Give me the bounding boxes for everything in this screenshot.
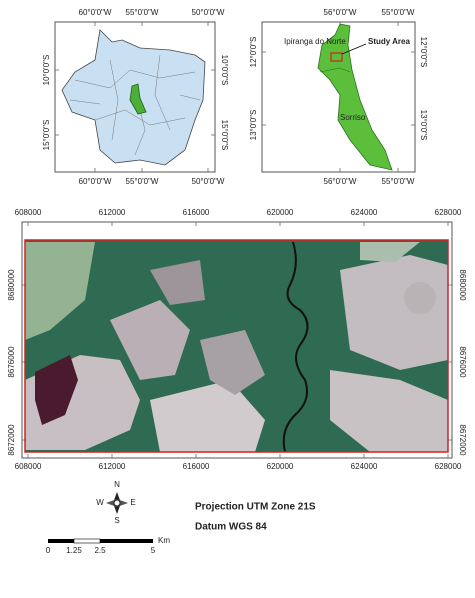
compass-label: W: [96, 498, 104, 507]
coordinate-label: 60°0'0"W: [79, 177, 112, 186]
compass-label: S: [114, 516, 119, 525]
coordinate-label: 8672000: [7, 424, 16, 456]
projection-label: Projection UTM Zone 21S: [195, 502, 316, 513]
coordinate-label: 10°0'0"S: [220, 55, 229, 86]
coordinate-label: 628000: [435, 208, 462, 217]
municipal-border: [319, 67, 351, 73]
leader-line: [341, 43, 367, 55]
coordinate-label: 624000: [351, 462, 378, 471]
scale-label: 5: [151, 546, 156, 555]
coordinate-label: 56°0'0"W: [324, 8, 357, 17]
coordinate-label: 12°0'0"S: [249, 37, 258, 68]
coordinate-label: 620000: [267, 462, 294, 471]
coordinate-label: 608000: [15, 208, 42, 217]
north-arrow: [106, 492, 128, 514]
region-highlight: [129, 83, 147, 115]
coordinate-label: 8672000: [458, 424, 467, 456]
dark-field: [35, 355, 78, 425]
datum-label: Datum WGS 84: [195, 522, 267, 533]
coordinate-label: 50°0'0"W: [192, 177, 225, 186]
coordinate-label: 624000: [351, 208, 378, 217]
scale-label: 0: [46, 546, 51, 555]
coordinate-label: 620000: [267, 208, 294, 217]
river: [282, 241, 309, 453]
coordinate-label: 8680000: [458, 269, 467, 301]
coordinate-label: 616000: [183, 208, 210, 217]
coordinate-label: 15°0'0"S: [220, 120, 229, 151]
coordinate-label: 8676000: [7, 346, 16, 378]
coordinate-label: 612000: [99, 208, 126, 217]
coordinate-label: 8680000: [7, 269, 16, 301]
scale-unit: Km: [158, 536, 170, 545]
coordinate-label: 55°0'0"W: [382, 8, 415, 17]
compass-label: N: [114, 480, 120, 489]
coordinate-label: 616000: [183, 462, 210, 471]
coordinate-label: 55°0'0"W: [126, 177, 159, 186]
coordinate-label: 612000: [99, 462, 126, 471]
scale-label: 1.25: [66, 546, 82, 555]
coordinate-label: 56°0'0"W: [324, 177, 357, 186]
coordinate-label: 13°0'0"S: [419, 110, 428, 141]
coordinate-label: 12°0'0"S: [419, 37, 428, 68]
coordinate-label: 55°0'0"W: [382, 177, 415, 186]
coordinate-label: 628000: [435, 462, 462, 471]
coordinate-label: 15°0'0"S: [42, 120, 51, 151]
coordinate-label: 10°0'0"S: [42, 55, 51, 86]
place-label: Sorriso: [340, 113, 366, 122]
coordinate-label: 13°0'0"S: [249, 110, 258, 141]
municipal-borders: [69, 54, 201, 156]
compass-label: E: [130, 498, 135, 507]
coordinate-label: 60°0'0"W: [79, 8, 112, 17]
coordinate-label: 8676000: [458, 346, 467, 378]
coordinate-label: 50°0'0"W: [192, 8, 225, 17]
coordinate-label: 55°0'0"W: [126, 8, 159, 17]
study-area-border: [24, 239, 449, 453]
scale-label: 2.5: [94, 546, 106, 555]
place-label: Study Area: [368, 37, 410, 46]
place-label: Ipiranga do Norte: [284, 37, 346, 46]
scale-bar: [48, 538, 153, 544]
study-area-box: [330, 52, 343, 62]
coordinate-label: 608000: [15, 462, 42, 471]
